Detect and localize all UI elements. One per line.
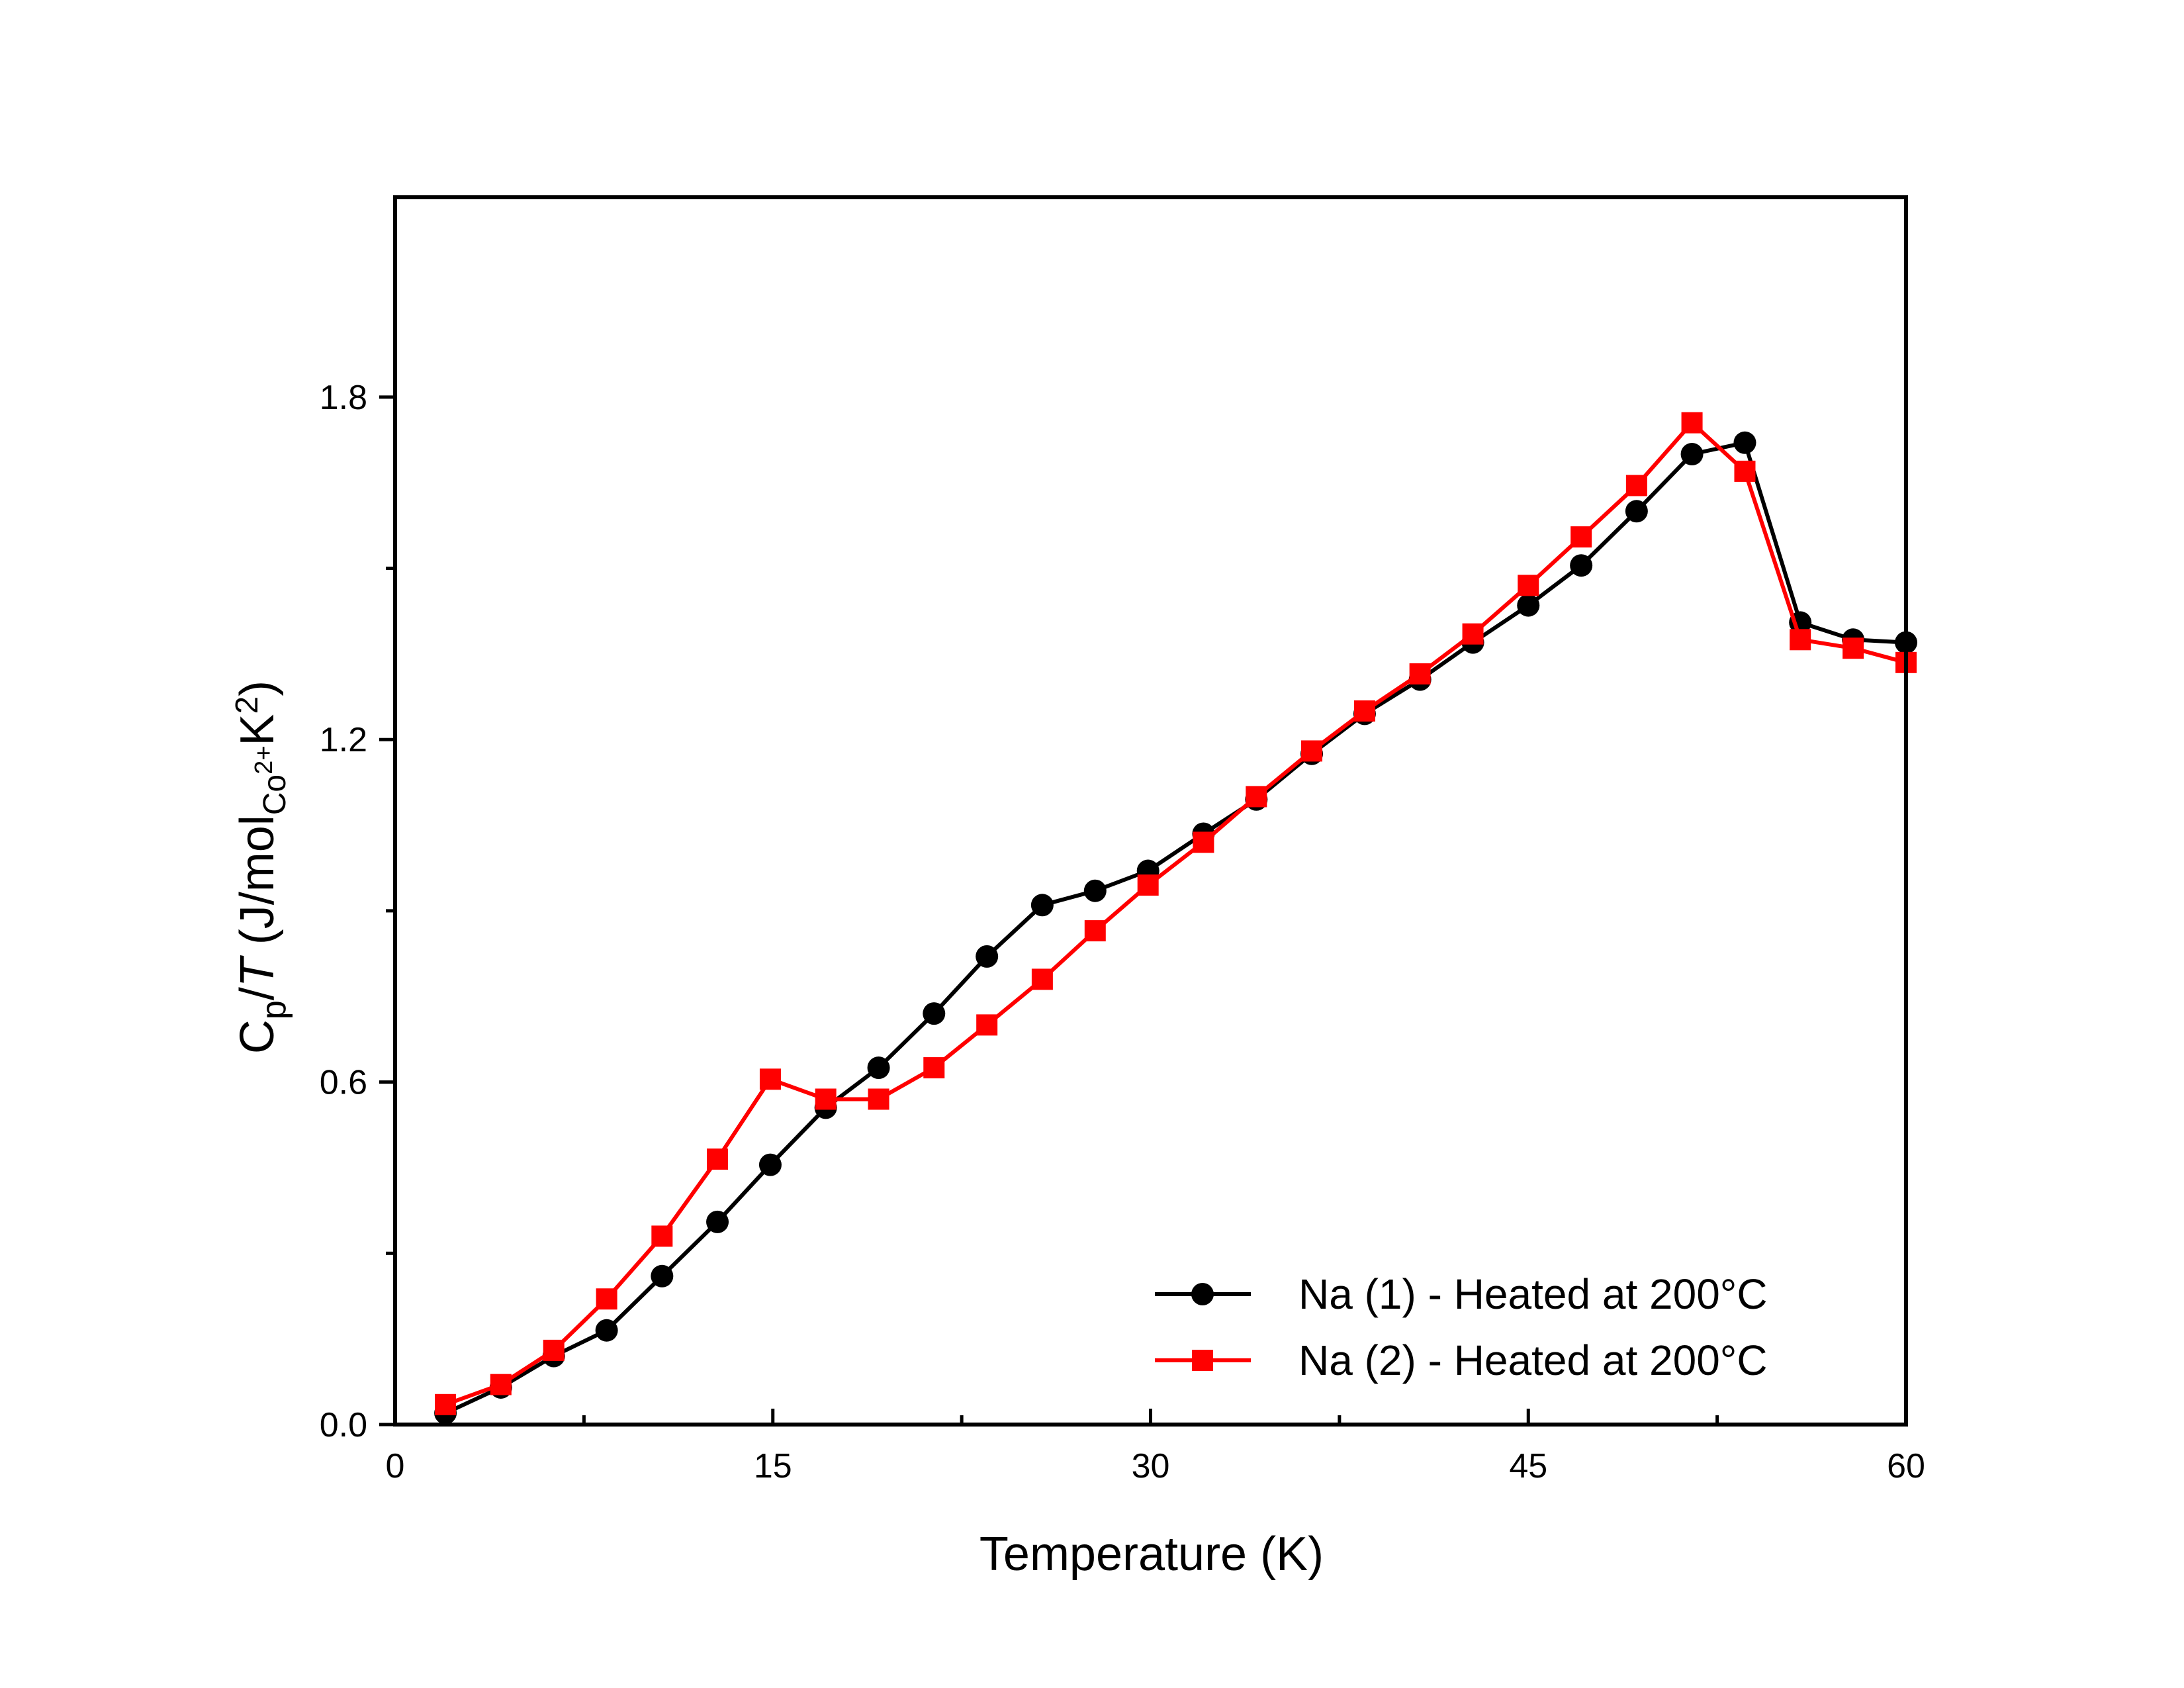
data-point: [1843, 637, 1864, 659]
series-layer: [434, 412, 1917, 1425]
y-tick-label: 0.0: [320, 1406, 367, 1444]
legend-item-2: Na (2) - Heated at 200°C: [1155, 1336, 1768, 1384]
data-point: [1193, 831, 1214, 853]
data-point: [815, 1088, 837, 1110]
data-point: [1680, 443, 1704, 466]
data-point: [707, 1149, 729, 1170]
data-point: [490, 1374, 512, 1395]
series-2-line: [445, 420, 1907, 1407]
data-point: [923, 1057, 945, 1079]
y-tick-label: 1.2: [320, 721, 367, 759]
data-point: [596, 1288, 617, 1310]
data-point: [1030, 894, 1054, 917]
data-point: [1734, 460, 1756, 482]
legend-label: Na (1) - Heated at 200°C: [1298, 1270, 1768, 1318]
x-tick-label: 0: [386, 1447, 405, 1485]
legend-label: Na (2) - Heated at 200°C: [1298, 1336, 1768, 1384]
data-point: [1462, 623, 1484, 645]
data-point: [1517, 594, 1540, 617]
x-axis-title: Temperature (K): [979, 1528, 1324, 1581]
legend-marker: [1192, 1350, 1213, 1371]
x-tick-label: 15: [754, 1447, 792, 1485]
plot-frame: [393, 195, 1908, 1427]
series-1-line: [444, 440, 1907, 1415]
data-point: [976, 945, 999, 968]
legend: Na (1) - Heated at 200°C Na (2) - Heated …: [1155, 1270, 1768, 1384]
data-point: [923, 1002, 946, 1025]
data-point: [1137, 874, 1159, 896]
legend-marker: [1191, 1283, 1214, 1305]
data-point: [867, 1056, 890, 1080]
data-point: [595, 1319, 618, 1342]
data-point: [1518, 575, 1539, 596]
data-point: [1246, 786, 1267, 808]
data-point: [651, 1225, 673, 1247]
data-point: [1031, 968, 1053, 990]
x-tick-label: 45: [1509, 1447, 1547, 1485]
y-tick-label: 1.8: [320, 379, 367, 417]
data-point: [1681, 412, 1703, 434]
data-point: [1625, 475, 1647, 496]
data-point: [1790, 629, 1811, 651]
data-point: [1570, 526, 1592, 548]
series-1: [434, 431, 1917, 1425]
x-tick-label: 60: [1887, 1447, 1925, 1485]
data-point: [976, 1014, 998, 1036]
data-point: [1733, 431, 1756, 454]
series-2: [435, 412, 1917, 1415]
x-tick-label: 30: [1132, 1447, 1170, 1485]
data-point: [1625, 500, 1648, 523]
data-point: [1353, 700, 1375, 722]
data-point: [1301, 740, 1323, 762]
data-point: [651, 1264, 674, 1288]
y-tick-label: 0.6: [320, 1064, 367, 1102]
data-point: [435, 1393, 457, 1415]
data-point: [1570, 554, 1593, 577]
data-point: [1083, 879, 1107, 902]
data-point: [759, 1068, 781, 1090]
data-point: [758, 1153, 782, 1176]
data-point: [543, 1339, 565, 1361]
data-point: [868, 1088, 889, 1110]
legend-item-1: Na (1) - Heated at 200°C: [1155, 1270, 1768, 1318]
data-point: [1084, 920, 1106, 942]
data-point: [1409, 663, 1431, 685]
y-axis-title: Cp/T (J/molCo2+K2): [230, 680, 293, 1054]
data-point: [706, 1210, 729, 1233]
